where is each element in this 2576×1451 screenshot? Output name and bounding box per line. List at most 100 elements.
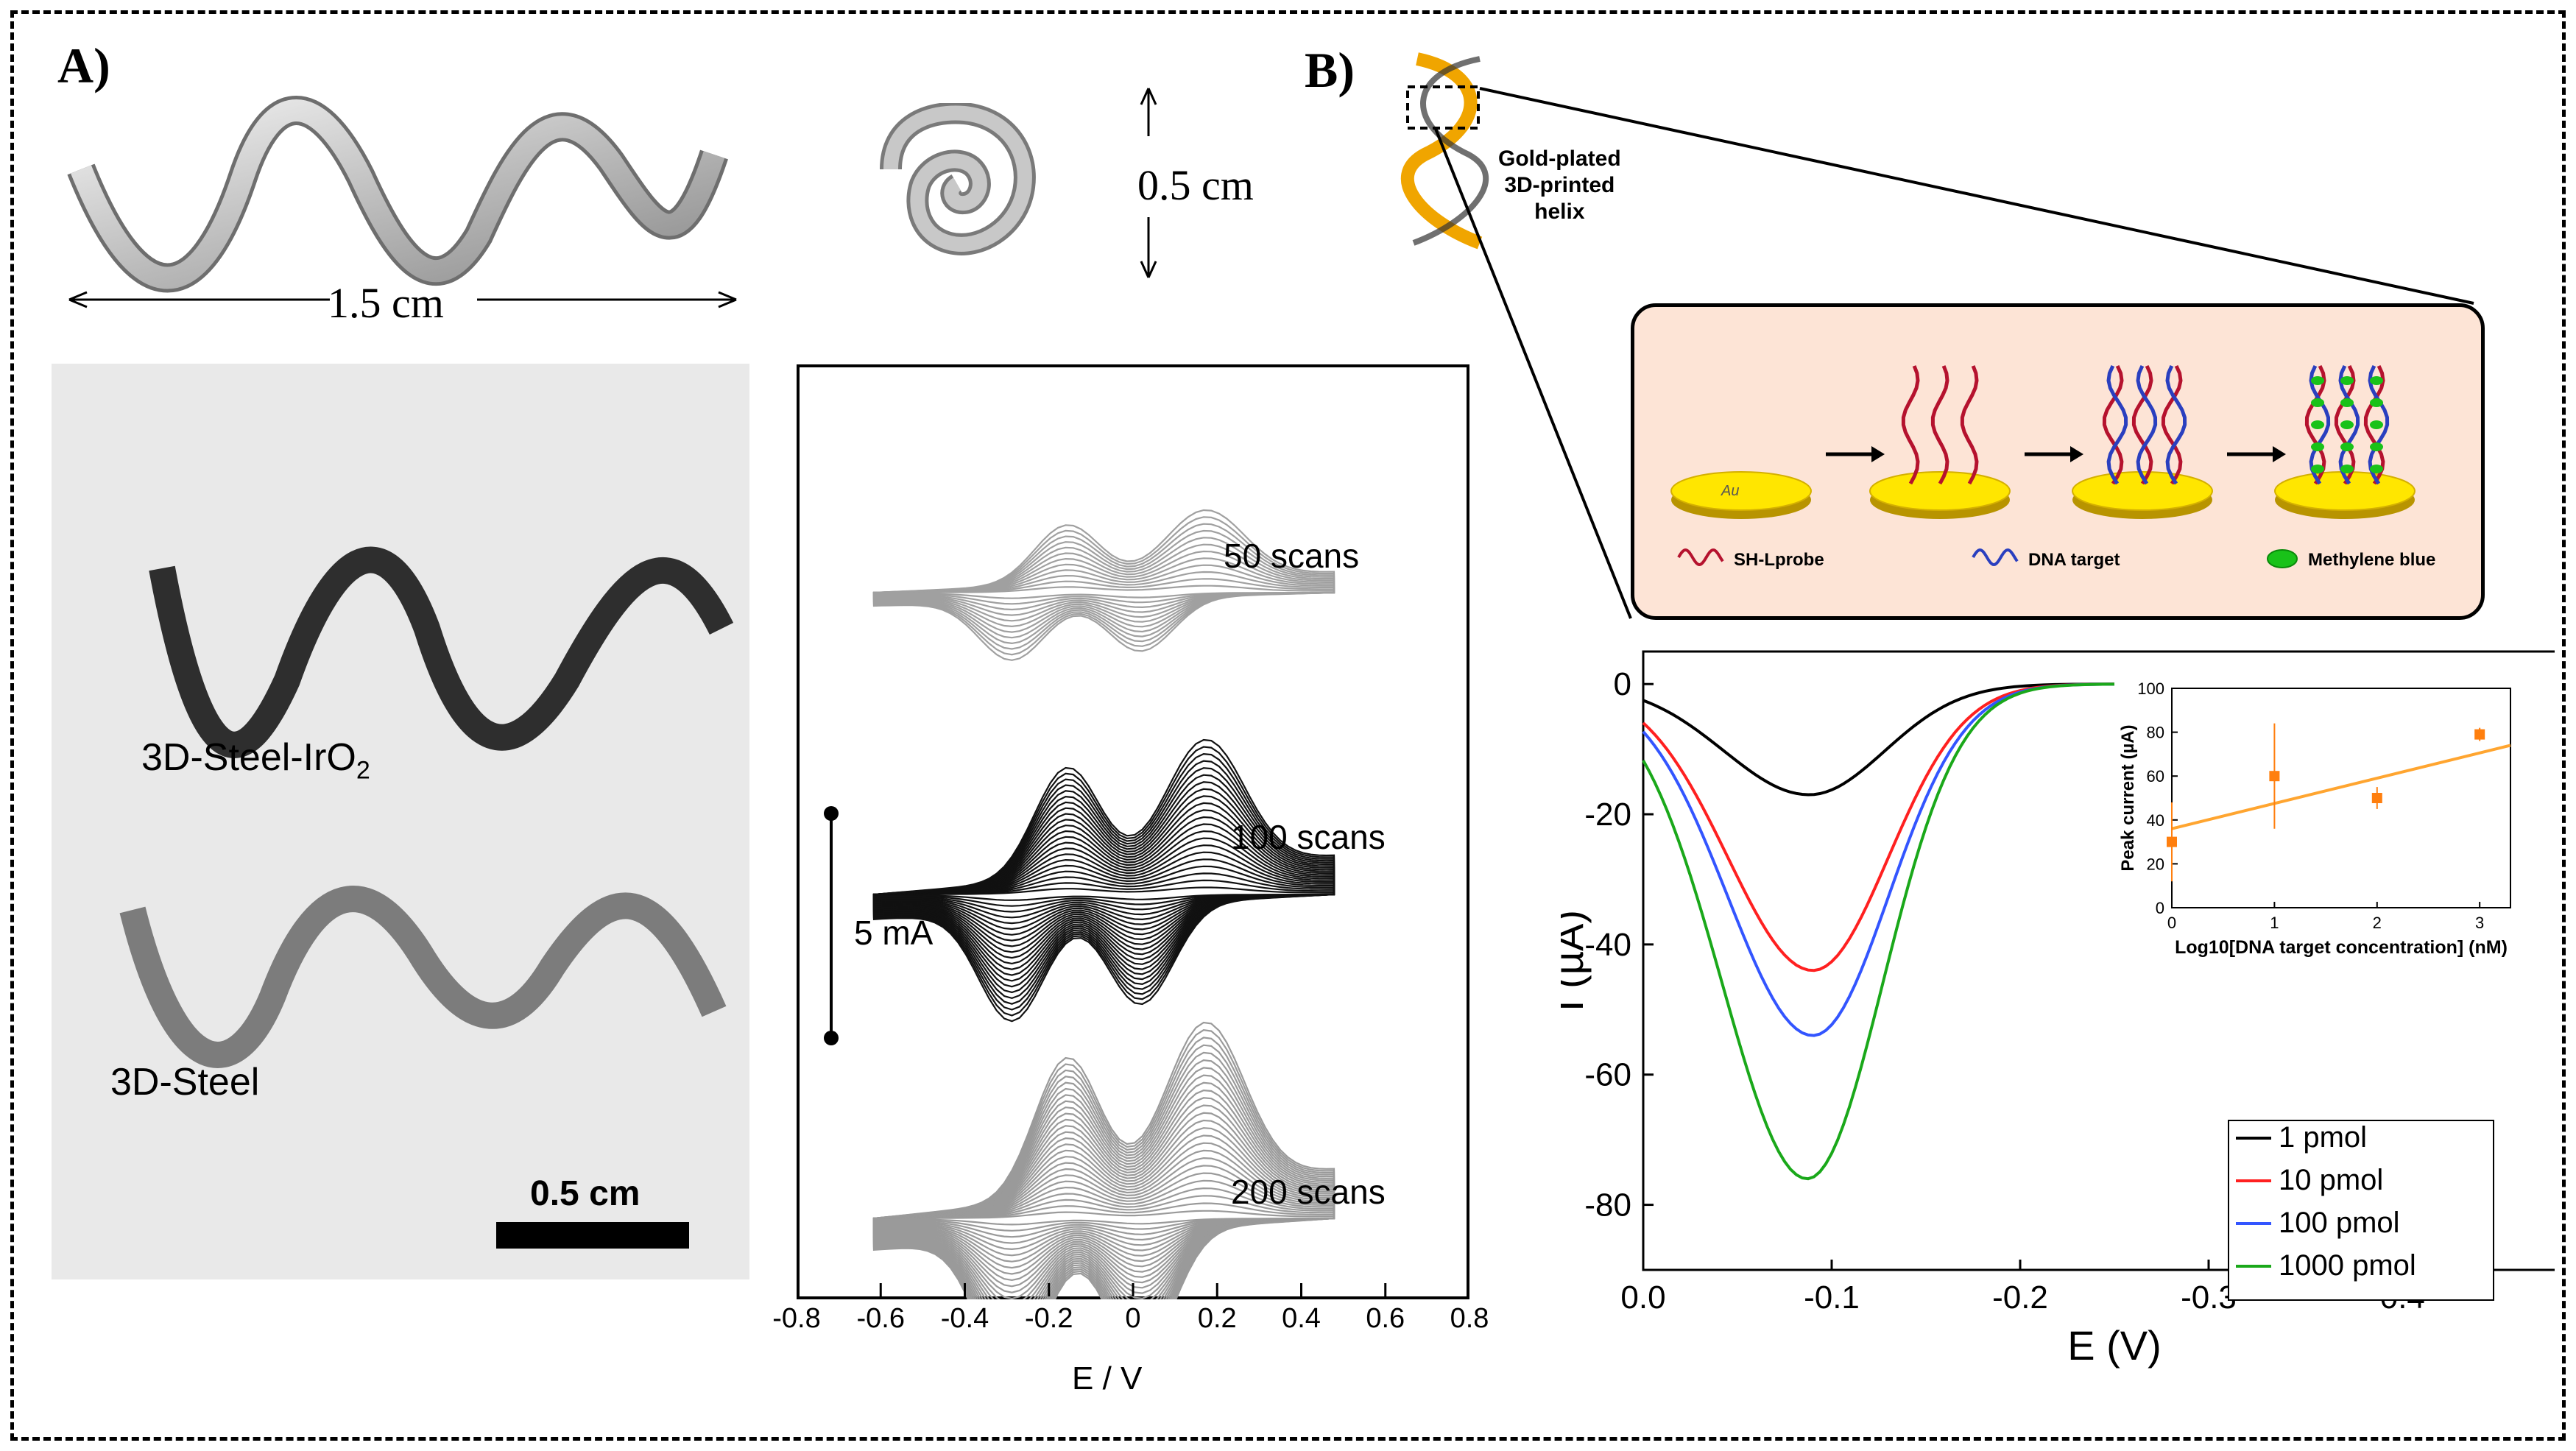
dpv-xtick-label: -0.1: [1804, 1279, 1860, 1316]
inset-data-point: [2371, 793, 2382, 803]
dpv-legend-label: 1000 pmol: [2279, 1249, 2416, 1282]
inset-data-point: [2269, 771, 2280, 782]
dpv-xaxis-label: E (V): [2067, 1322, 2162, 1369]
inset-ytick-label: 20: [2147, 855, 2164, 873]
inset-yaxis-label: Peak current (µA): [2118, 724, 2138, 871]
methylene-blue-marker: [2370, 465, 2383, 473]
cv-label-200: 200 scans: [1231, 1173, 1386, 1211]
dpv-ytick-label: -80: [1584, 1187, 1631, 1224]
dpv-ytick-label: 0: [1614, 666, 1631, 702]
inset-ytick-label: 0: [2156, 899, 2164, 917]
gold-helix-icon: [1400, 52, 1489, 250]
dna-strand: [2334, 364, 2356, 485]
inset-xaxis-label: Log10[DNA target concentration] (nM): [2175, 937, 2508, 958]
dna-strand: [1960, 365, 1979, 485]
inset-ytick-label: 100: [2137, 679, 2164, 698]
cv-scan-curve: [872, 509, 1335, 661]
cv-xtick-label: -0.8: [772, 1303, 821, 1334]
label-3d-steel-iro2: 3D-Steel-IrO2: [141, 736, 370, 785]
gold-electrode: [1869, 471, 2011, 511]
dpv-legend: [2228, 1120, 2494, 1301]
dna-strand: [2131, 364, 2153, 485]
inset-data-point: [2167, 836, 2177, 847]
inset-xtick-label: 1: [2270, 914, 2279, 932]
gold-electrode: [1670, 471, 1812, 511]
dpv-ytick-label: -20: [1584, 797, 1631, 833]
dpv-xtick-label: -0.2: [1992, 1279, 2048, 1316]
dna-strand: [2161, 364, 2183, 485]
cv-xtick-label: 0.8: [1450, 1303, 1489, 1334]
diameter-dimension-arrow: [1140, 88, 1157, 278]
dpv-ytick-label: -40: [1584, 927, 1631, 963]
cv-xtick-label: -0.4: [940, 1303, 989, 1334]
methylene-blue-marker: [2370, 398, 2383, 407]
legend-wave-glyph: [1972, 548, 2019, 567]
dpv-yaxis-label: I (µA): [1561, 910, 1592, 1012]
methylene-blue-marker: [2370, 376, 2383, 385]
length-dimension-arrow: [68, 291, 737, 308]
cv-current-scale-bar: [824, 806, 839, 1045]
methylene-blue-marker: [2311, 398, 2324, 407]
legend-probe: SH-Lprobe: [1734, 550, 1824, 570]
inset-xtick-label: 0: [2167, 914, 2176, 932]
dna-strand: [2338, 364, 2360, 485]
schematic-drawing: [1670, 364, 2416, 568]
process-arrow-head: [2273, 446, 2286, 462]
methylene-blue-marker: [2340, 398, 2354, 407]
methylene-blue-marker: [2340, 442, 2354, 451]
cv-xtick-label: 0.2: [1197, 1303, 1237, 1334]
dpv-xtick-label: -0.3: [2181, 1279, 2237, 1316]
helix-diameter-label: 0.5 cm: [1137, 161, 1254, 209]
dpv-legend-label: 1 pmol: [2279, 1121, 2367, 1154]
methylene-blue-marker: [2340, 420, 2354, 429]
photo-scale-label: 0.5 cm: [530, 1174, 641, 1213]
dna-strand: [2363, 364, 2385, 485]
dna-strand: [2304, 364, 2326, 485]
dpv-chart: 0.0-0.1-0.2-0.3-0.4-0.50-20-40-60-80E (V…: [1561, 650, 2555, 1369]
inset-fit-line: [2171, 744, 2511, 830]
inset-ytick-label: 80: [2147, 724, 2164, 742]
cv-scan-curve: [872, 760, 1335, 1005]
dpv-ytick-label: -60: [1584, 1057, 1631, 1093]
inset-ytick-label: 40: [2147, 811, 2164, 830]
methylene-blue-marker: [2311, 442, 2324, 451]
cv-xtick-label: -0.2: [1025, 1303, 1073, 1334]
process-arrow-head: [1871, 446, 1885, 462]
methylene-blue-marker: [2311, 376, 2324, 385]
dna-strand: [2136, 364, 2158, 485]
dna-strand: [1930, 365, 1949, 485]
label-3d-steel: 3D-Steel: [110, 1061, 260, 1104]
dna-strand: [2102, 364, 2124, 485]
figure-frame: [10, 10, 2566, 1441]
dna-strand: [2165, 364, 2187, 485]
gold-electrode: [2072, 471, 2213, 511]
dpv-xtick-label: 0.0: [1620, 1279, 1665, 1316]
helix-caption: Gold-plated 3D-printed helix: [1498, 146, 1621, 225]
dpv-series-line: [1642, 682, 2114, 1181]
methylene-blue-marker: [2340, 376, 2354, 385]
helix-caption-line2: 3D-printed: [1504, 173, 1615, 197]
cv-scale-label: 5 mA: [854, 914, 934, 952]
dna-strand: [2106, 364, 2128, 485]
inset-xtick-label: 3: [2475, 914, 2484, 932]
cv-xtick-label: 0.4: [1282, 1303, 1321, 1334]
cv-xtick-label: 0: [1125, 1303, 1141, 1334]
helix-caption-line3: helix: [1534, 200, 1585, 224]
dna-sensor-schematic: Au SH-Lprobe DNA target Methylene blue: [1631, 303, 2485, 620]
dna-strand: [2368, 364, 2390, 485]
dpv-series-line: [1642, 682, 2114, 797]
legend-target: DNA target: [2028, 550, 2120, 570]
helix-3d-model-side-view: [67, 96, 728, 293]
helix-length-label: 1.5 cm: [328, 279, 444, 327]
methylene-blue-marker: [2370, 442, 2383, 451]
cv-xticks: -0.8 -0.6 -0.4 -0.2 0 0.2 0.4 0.6 0.8: [772, 1303, 1489, 1340]
cv-scan-curve: [872, 738, 1335, 1023]
photo-scale-bar: [496, 1222, 689, 1249]
cv-scan-curve: [872, 1021, 1335, 1299]
methylene-blue-marker: [2370, 420, 2383, 429]
helix-photo: 3D-Steel-IrO2 3D-Steel 0.5 cm: [52, 364, 749, 1279]
legend-mb-glyph: [2267, 549, 2298, 568]
dpv-legend-label: 100 pmol: [2279, 1207, 2400, 1239]
cv-curves: [797, 509, 1469, 1299]
helix-3d-model-top-view: [880, 103, 1036, 255]
